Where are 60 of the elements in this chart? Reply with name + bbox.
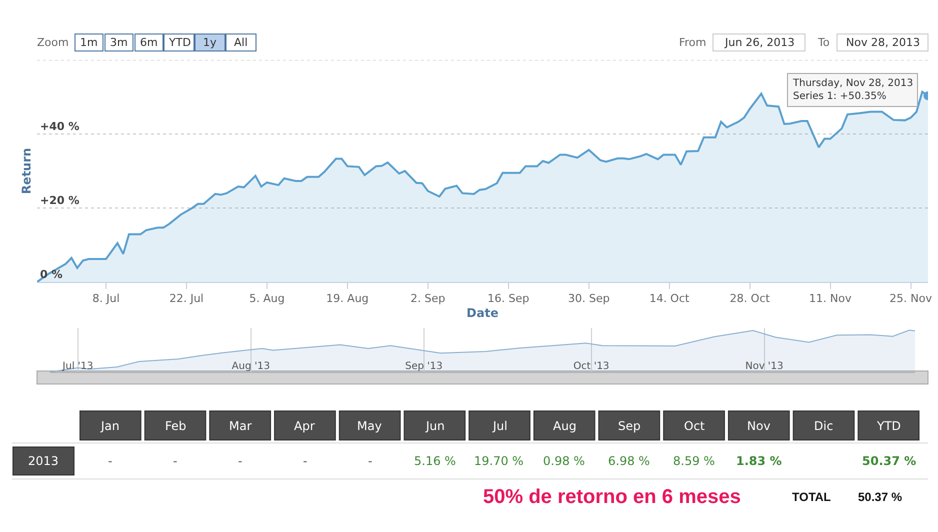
text: 1.83 % [736,454,782,468]
y-tick-label: +40 % [40,120,80,134]
text: Zoom [37,36,69,49]
x-tick-label: Aug '13 [232,361,270,372]
text: 19.70 % [474,454,524,468]
text: From [679,36,706,49]
category-label: YTD [876,419,901,433]
text: Jun 26, 2013 [724,36,795,49]
category-label: Oct [684,419,706,433]
category-label: Jun [425,419,445,433]
text: 1m [80,36,98,49]
annotation: Thursday, Nov 28, 2013 Series 1: +50.35% [792,78,914,102]
text: 50.37 % [858,490,902,504]
category-label: Sep [618,419,641,433]
text: - [173,454,178,468]
category-label: Apr [294,419,315,433]
text: All [234,36,248,49]
text: To [817,36,830,49]
text: YTD [168,36,191,49]
category-label: Mar [229,419,252,433]
x-tick-label: 5. Aug [249,292,285,306]
text: 6m [140,36,158,49]
text: 0.98 % [543,454,585,468]
category-label: Nov [747,419,770,433]
text: 8.59 % [673,454,715,468]
text: 5.16 % [414,454,456,468]
x-tick-label: 19. Aug [326,292,369,306]
text: 6.98 % [608,454,650,468]
text: - [108,454,112,468]
category-label: May [357,419,382,433]
text: 50% de retorno en 6 meses [483,486,741,508]
category-label: Jul [492,419,508,433]
text: - [303,454,308,468]
text: - [368,454,372,468]
x-tick-label: 22. Jul [169,292,204,306]
x-tick-label: 16. Sep [488,292,530,306]
y-axis-title: Return [19,148,34,194]
category-label: Aug [553,419,576,433]
x-tick-label: 2. Sep [410,292,446,306]
category-label: Feb [165,419,186,433]
x-tick-label: Nov '13 [745,361,784,372]
category-label: 2013 [28,454,59,468]
category-label: Jan [100,419,120,433]
x-tick-label: 11. Nov [809,292,852,306]
x-tick-label: Oct '13 [573,361,610,372]
x-tick-label: Sep '13 [405,361,443,372]
x-tick-label: 25. Nov [890,292,932,306]
y-tick-label: +20 % [40,194,80,208]
category-label: Dic [814,419,834,433]
text: 3m [110,36,128,49]
x-tick-label: 14. Oct [649,292,690,306]
text: Nov 28, 2013 [846,36,920,49]
text: 50.37 % [862,454,916,468]
text: - [238,454,242,468]
x-tick-label: 28. Oct [730,292,770,306]
x-tick-label: 30. Sep [568,292,610,306]
text: 1y [203,36,217,49]
text: TOTAL [792,490,831,504]
x-axis-title: Date [466,306,498,320]
x-tick-label: 8. Jul [92,292,120,306]
